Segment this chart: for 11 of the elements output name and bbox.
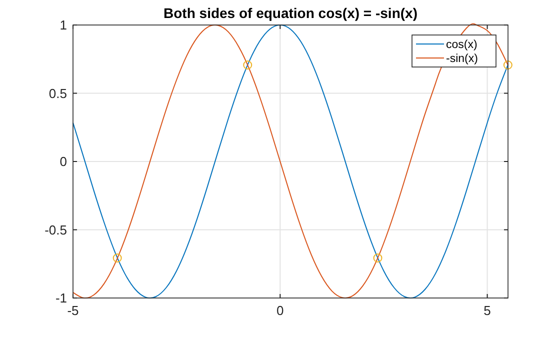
- y-tick-label: -0.5: [44, 222, 67, 238]
- x-tick-label: 0: [276, 303, 284, 318]
- chart-title: Both sides of equation cos(x) = -sin(x): [164, 5, 418, 21]
- y-tick-label: 1: [60, 18, 67, 32]
- y-tick-label: -1: [55, 290, 67, 306]
- y-tick-label: 0.5: [48, 86, 67, 101]
- legend-label: -sin(x): [446, 53, 478, 65]
- x-tick-label: -5: [67, 303, 79, 318]
- x-tick-label: 5: [484, 303, 491, 318]
- legend-label: cos(x): [446, 39, 478, 51]
- y-tick-label: 0: [60, 154, 67, 169]
